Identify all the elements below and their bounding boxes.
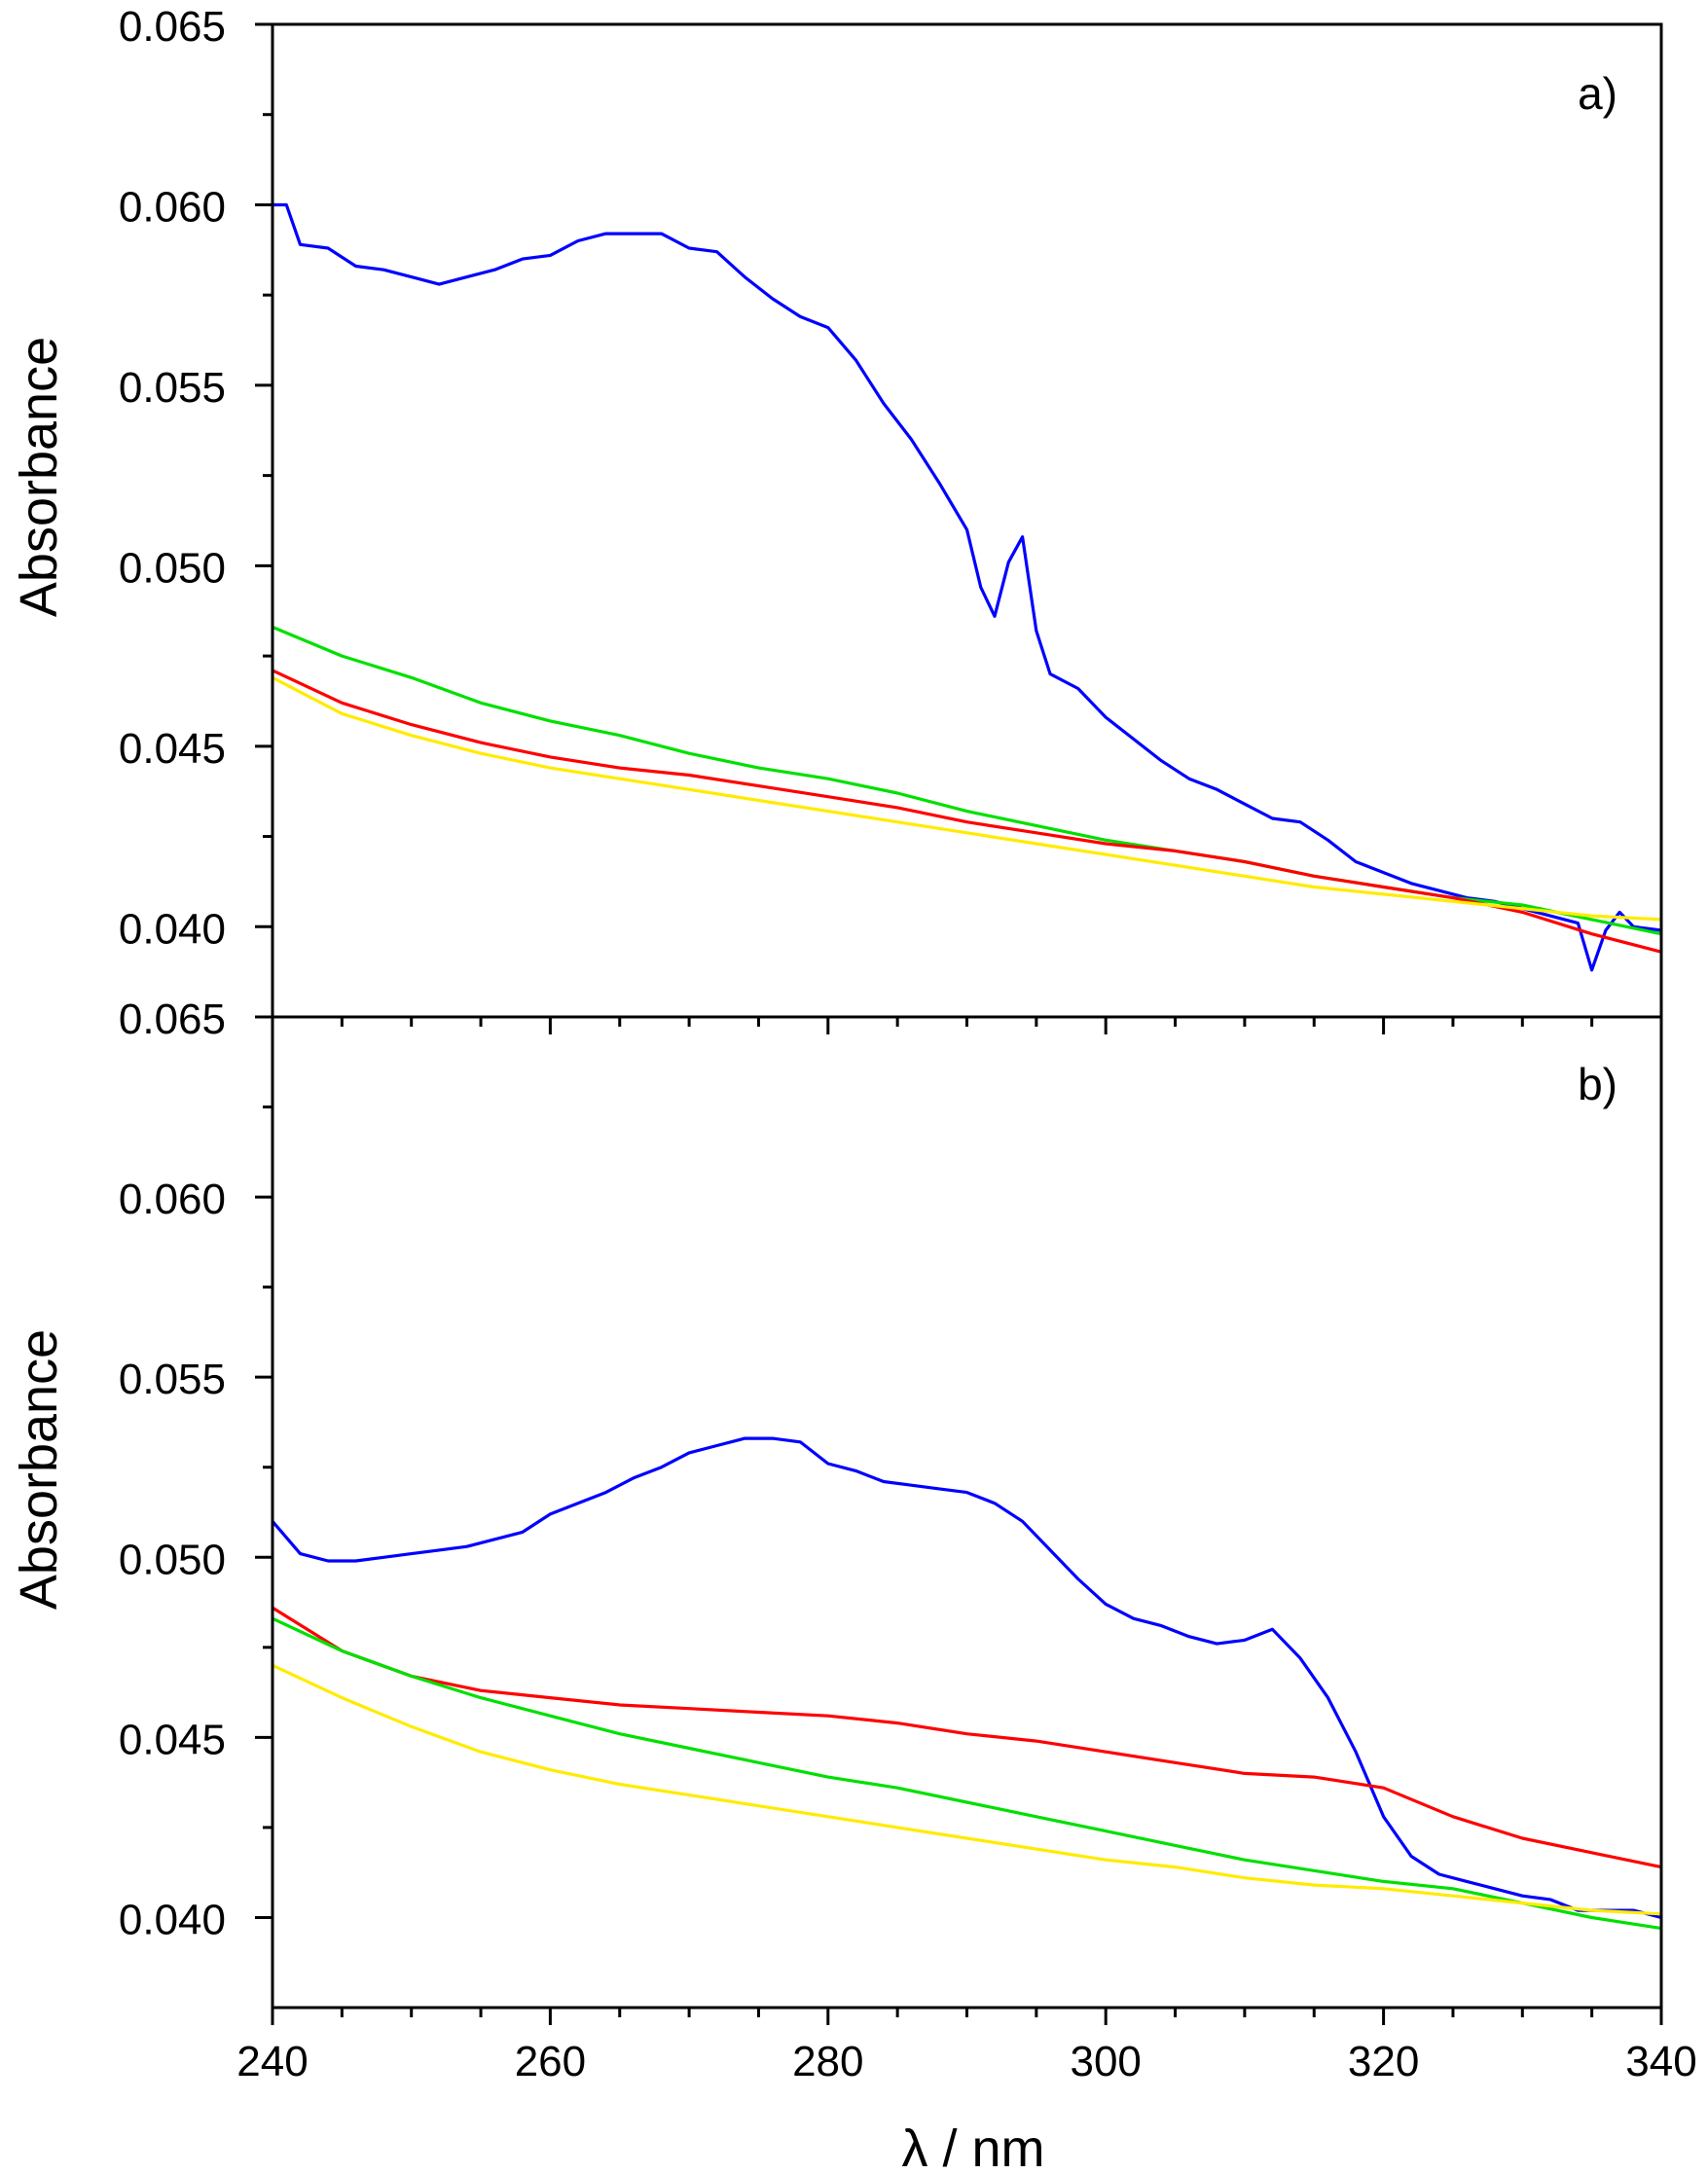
x-tick-label: 240 <box>236 2038 308 2085</box>
x-tick-label: 260 <box>515 2038 586 2085</box>
panel-a-label: a) <box>1578 68 1617 119</box>
panel-a-ylabel: Absorbance <box>10 337 68 617</box>
y-tick-label: 0.055 <box>119 1356 226 1403</box>
panel-a-ytick-labels: 0.040 0.045 0.050 0.055 0.060 0.065 <box>119 3 226 953</box>
panel-b-label: b) <box>1578 1059 1617 1109</box>
x-axis-label: λ / nm <box>901 2120 1044 2174</box>
panel-b-xtick-labels: 240 260 280 300 320 340 <box>236 2038 1696 2085</box>
y-tick-label: 0.060 <box>119 1176 226 1223</box>
panel-b-ytick-labels: 0.040 0.045 0.050 0.055 0.060 0.065 <box>119 996 226 1943</box>
x-tick-label: 300 <box>1070 2038 1141 2085</box>
series-line-red <box>272 1606 1662 1869</box>
y-tick-label: 0.045 <box>119 725 226 773</box>
panel-b-ylabel: Absorbance <box>10 1329 68 1610</box>
series-line-green <box>272 1616 1662 1931</box>
x-tick-label: 340 <box>1625 2038 1696 2085</box>
y-tick-label: 0.040 <box>119 905 226 953</box>
panel-b-ticks <box>255 1015 1663 2025</box>
panel-b-frame <box>271 1015 1663 2010</box>
y-tick-label: 0.040 <box>119 1896 226 1943</box>
panel-a-ticks <box>255 22 1663 1034</box>
panel-a-series <box>272 202 1662 972</box>
panel-a: 0.040 0.045 0.050 0.055 0.060 0.065 a) Absorb… <box>10 3 1663 1034</box>
x-tick-label: 320 <box>1348 2038 1419 2085</box>
y-tick-label: 0.055 <box>119 364 226 412</box>
y-tick-label: 0.045 <box>119 1716 226 1763</box>
series-line-blue <box>273 202 1662 972</box>
y-tick-label: 0.050 <box>119 544 226 592</box>
series-line-yellow <box>272 1663 1662 1916</box>
panel-b: 0.040 0.045 0.050 0.055 0.060 0.065 240 260 280… <box>10 996 1697 2174</box>
panel-b-series <box>271 1436 1662 1931</box>
y-tick-label: 0.065 <box>119 3 226 51</box>
y-tick-label: 0.050 <box>119 1536 226 1583</box>
series-line-red <box>272 669 1662 954</box>
series-line-yellow <box>272 675 1662 922</box>
y-tick-label: 0.065 <box>119 996 226 1043</box>
y-tick-label: 0.060 <box>119 183 226 231</box>
x-tick-label: 280 <box>792 2038 863 2085</box>
series-line-blue <box>271 1436 1662 1920</box>
